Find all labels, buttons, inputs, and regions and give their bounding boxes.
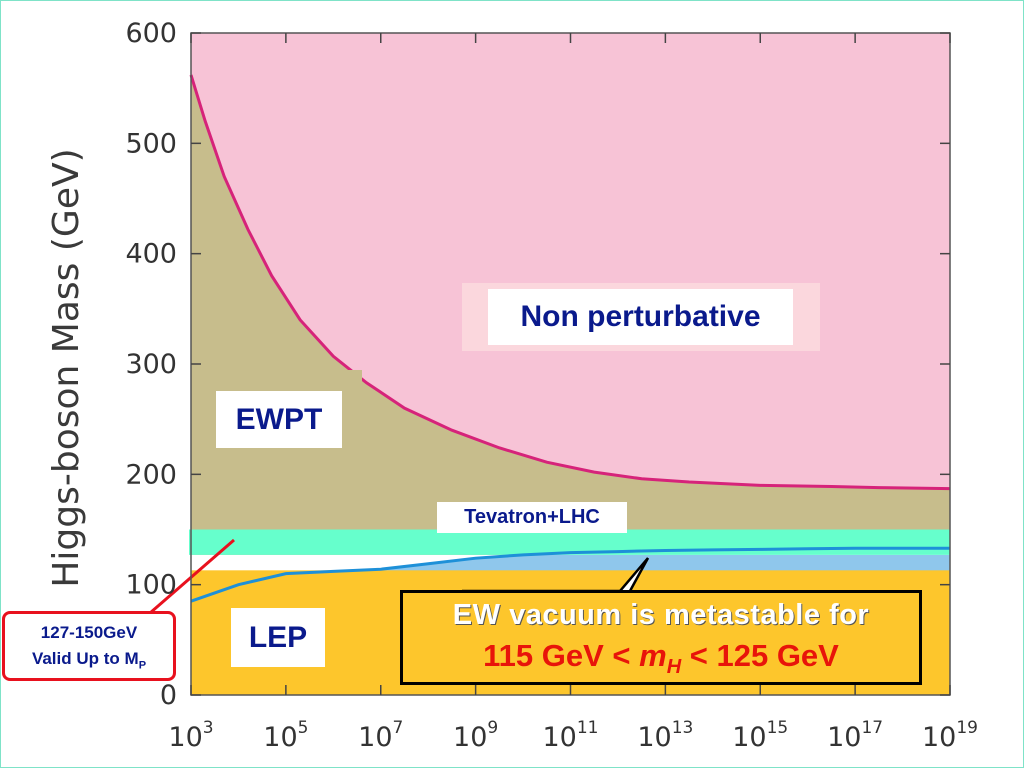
x-tick-exponent: 13 bbox=[672, 718, 694, 738]
mass-subscript: H bbox=[666, 656, 682, 679]
validity-callout: 127-150GeV Valid Up to MP bbox=[2, 611, 176, 681]
x-tick-label: 107 bbox=[358, 718, 403, 753]
x-tick-label: 103 bbox=[168, 718, 213, 753]
metastable-annotation: EW vacuum is metastable for 115 GeV < mH… bbox=[400, 590, 922, 685]
metastable-line-2: 115 GeV < mH < 125 GeV bbox=[403, 638, 919, 679]
metastable-range-end: < 125 GeV bbox=[681, 638, 839, 673]
x-tick-base: 10 bbox=[168, 722, 202, 753]
ewpt-label: EWPT bbox=[216, 391, 342, 448]
x-axis: 103 105 107 109 1011 1013 1015 1017 1019 bbox=[168, 33, 978, 753]
x-tick-base: 10 bbox=[827, 722, 861, 753]
x-tick-exponent: 3 bbox=[203, 718, 214, 738]
lep-label: LEP bbox=[231, 608, 325, 667]
y-tick-label: 0 bbox=[160, 680, 177, 711]
x-tick-label: 1011 bbox=[543, 718, 599, 753]
x-tick-base: 10 bbox=[922, 722, 956, 753]
x-tick-base: 10 bbox=[732, 722, 766, 753]
y-axis-label: Higgs-boson Mass (GeV) bbox=[46, 148, 87, 587]
callout-line-2: Valid Up to MP bbox=[5, 646, 173, 678]
x-tick-base: 10 bbox=[453, 722, 487, 753]
tevatron-lhc-band bbox=[189, 529, 950, 555]
callout-text: Valid Up to M bbox=[31, 649, 139, 668]
x-tick-exponent: 11 bbox=[577, 718, 599, 738]
y-tick-label: 300 bbox=[125, 349, 177, 380]
x-tick-exponent: 9 bbox=[487, 718, 498, 738]
y-tick-label: 100 bbox=[125, 570, 177, 601]
metastable-range-start: 115 GeV < bbox=[483, 638, 640, 673]
y-tick-label: 200 bbox=[125, 459, 177, 490]
x-tick-exponent: 19 bbox=[956, 718, 978, 738]
x-tick-base: 10 bbox=[358, 722, 392, 753]
x-tick-base: 10 bbox=[263, 722, 297, 753]
non-perturbative-label: Non perturbative bbox=[488, 289, 793, 345]
x-tick-base: 10 bbox=[637, 722, 671, 753]
y-tick-label: 600 bbox=[125, 18, 177, 49]
allowed-gap-region bbox=[191, 548, 950, 602]
x-tick-label: 1015 bbox=[732, 718, 788, 753]
x-tick-base: 10 bbox=[543, 722, 577, 753]
x-tick-label: 109 bbox=[453, 718, 498, 753]
x-tick-label: 1019 bbox=[922, 718, 978, 753]
metastable-line-1: EW vacuum is metastable for bbox=[452, 599, 870, 631]
y-tick-label: 500 bbox=[125, 128, 177, 159]
x-tick-exponent: 15 bbox=[767, 718, 789, 738]
x-tick-exponent: 5 bbox=[298, 718, 309, 738]
x-tick-label: 1013 bbox=[637, 718, 693, 753]
y-axis: 0 100 200 300 400 500 600 bbox=[125, 18, 950, 711]
y-tick-label: 400 bbox=[125, 239, 177, 270]
x-tick-label: 1017 bbox=[827, 718, 883, 753]
x-tick-label: 105 bbox=[263, 718, 308, 753]
tevatron-lhc-label: Tevatron+LHC bbox=[437, 502, 627, 533]
callout-line-1: 127-150GeV bbox=[40, 623, 138, 642]
callout-subscript: P bbox=[138, 659, 147, 672]
upper-bound-curve bbox=[189, 74, 951, 491]
mass-symbol: m bbox=[639, 638, 667, 673]
lower-bound-curve bbox=[190, 546, 950, 603]
x-tick-exponent: 7 bbox=[393, 718, 404, 738]
x-tick-exponent: 17 bbox=[861, 718, 883, 738]
